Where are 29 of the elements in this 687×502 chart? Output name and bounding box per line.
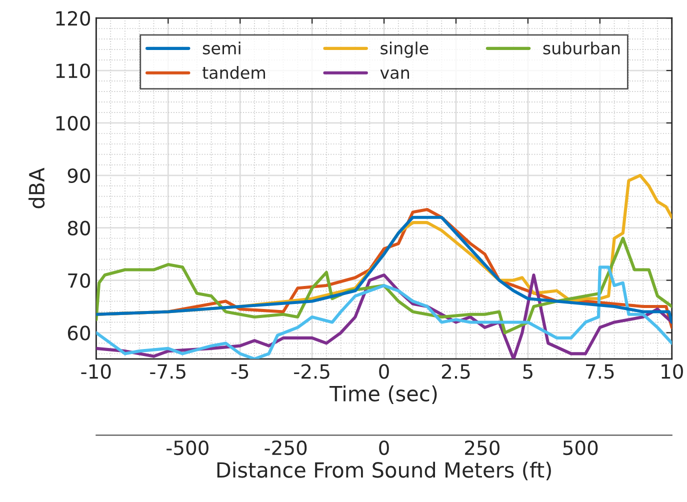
- x2-tick-label: 500: [563, 440, 598, 456]
- x2-tick-label: -500: [166, 440, 208, 456]
- x-axis-title: Time (sec): [329, 385, 437, 404]
- legend-label: semi: [202, 42, 240, 54]
- y-tick-label: 80: [68, 220, 90, 236]
- x-tick-label: -7.5: [150, 364, 186, 379]
- x2-tick-label: 0: [379, 440, 389, 456]
- x-tick-label: 5: [523, 364, 532, 379]
- legend-label: suburban: [543, 42, 620, 54]
- y-tick-label: 120: [56, 11, 90, 26]
- x-tick-label: 2.5: [442, 364, 470, 379]
- y-tick-label: 110: [56, 63, 90, 78]
- y-tick-label: 100: [56, 116, 90, 131]
- y-axis-title: dBA: [28, 168, 45, 208]
- legend-label: single: [380, 42, 428, 58]
- x-tick-label: 7.5: [586, 364, 614, 379]
- x2-axis-title: Distance From Sound Meters (ft): [217, 462, 551, 480]
- x-tick-label: -5: [231, 364, 248, 379]
- x2-tick-label: -250: [264, 440, 307, 456]
- legend-label: tandem: [202, 66, 266, 79]
- x-tick-label: -2.5: [294, 364, 330, 379]
- legend-label: van: [380, 69, 409, 79]
- x-tick-label: 10: [662, 364, 683, 379]
- y-tick-label: 60: [68, 326, 90, 340]
- y-tick-label: 70: [68, 273, 90, 288]
- y-tick-label: 90: [68, 168, 90, 184]
- x-tick-label: 0: [379, 364, 389, 379]
- x-tick-label: -10: [81, 364, 111, 379]
- x2-tick-label: 250: [465, 440, 500, 456]
